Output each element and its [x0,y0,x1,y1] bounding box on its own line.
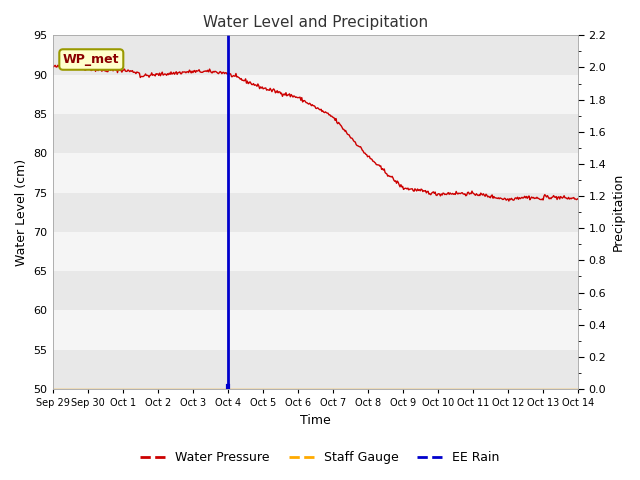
Bar [52,350,578,389]
Bar [52,232,578,271]
Bar [52,192,578,232]
Bar [52,311,578,350]
Legend: Water Pressure, Staff Gauge, EE Rain: Water Pressure, Staff Gauge, EE Rain [136,446,504,469]
Y-axis label: Water Level (cm): Water Level (cm) [15,158,28,266]
Y-axis label: Precipitation: Precipitation [612,173,625,252]
Bar [52,114,578,153]
Bar [52,153,578,192]
Text: WP_met: WP_met [63,53,120,66]
Bar [52,36,578,74]
X-axis label: Time: Time [300,414,331,427]
Bar [52,74,578,114]
Title: Water Level and Precipitation: Water Level and Precipitation [203,15,428,30]
Bar [52,271,578,311]
